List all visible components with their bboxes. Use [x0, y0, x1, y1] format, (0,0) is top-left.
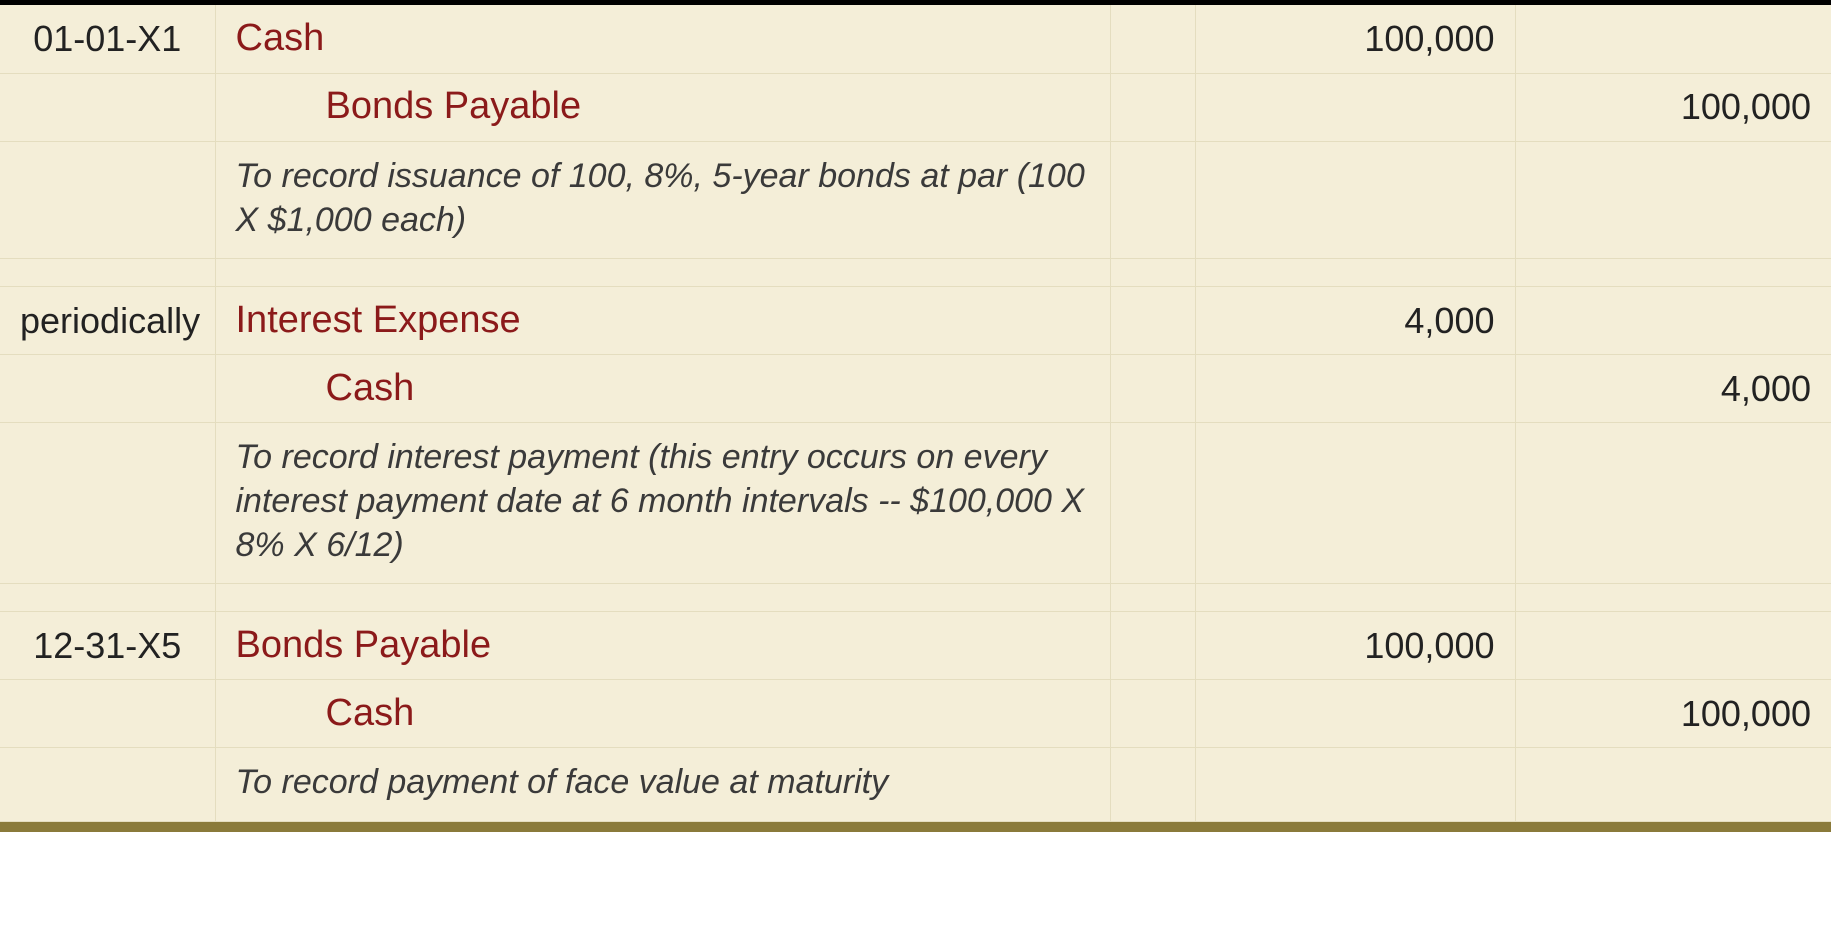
spacer-cell	[0, 584, 215, 612]
entry-date	[0, 680, 215, 748]
spacer-cell	[1110, 286, 1195, 354]
spacer-cell	[1110, 584, 1195, 612]
debit-amount	[1195, 354, 1515, 422]
credit-amount: 100,000	[1515, 73, 1831, 141]
spacer-cell	[215, 584, 1110, 612]
spacer-cell	[1195, 584, 1515, 612]
credit-account: Bonds Payable	[215, 73, 1110, 141]
credit-account: Cash	[215, 680, 1110, 748]
entry-date	[0, 141, 215, 258]
spacer-cell	[215, 258, 1110, 286]
debit-amount: 100,000	[1195, 612, 1515, 680]
debit-amount: 100,000	[1195, 5, 1515, 73]
entry-date: periodically	[0, 286, 215, 354]
entry-date	[0, 354, 215, 422]
debit-account: Bonds Payable	[215, 612, 1110, 680]
credit-amount	[1515, 612, 1831, 680]
debit-account: Cash	[215, 5, 1110, 73]
entry-memo: To record issuance of 100, 8%, 5-year bo…	[215, 141, 1110, 258]
journal-entry-table: 01-01-X1 Cash 100,000 Bonds Payable 100,…	[0, 0, 1831, 832]
credit-account: Cash	[215, 354, 1110, 422]
entry-date	[0, 422, 215, 584]
debit-amount: 4,000	[1195, 286, 1515, 354]
credit-amount: 100,000	[1515, 680, 1831, 748]
credit-amount	[1515, 748, 1831, 821]
entry-memo: To record interest payment (this entry o…	[215, 422, 1110, 584]
spacer-cell	[1110, 612, 1195, 680]
table-row: Cash 4,000	[0, 354, 1831, 422]
debit-amount	[1195, 141, 1515, 258]
table-row: To record payment of face value at matur…	[0, 748, 1831, 821]
table-row: Bonds Payable 100,000	[0, 73, 1831, 141]
spacer-cell	[1515, 584, 1831, 612]
debit-amount	[1195, 748, 1515, 821]
spacer-cell	[1110, 73, 1195, 141]
table-row	[0, 258, 1831, 286]
table-row: Cash 100,000	[0, 680, 1831, 748]
table-row: To record issuance of 100, 8%, 5-year bo…	[0, 141, 1831, 258]
credit-amount: 4,000	[1515, 354, 1831, 422]
credit-amount	[1515, 141, 1831, 258]
entry-date	[0, 748, 215, 821]
spacer-cell	[1110, 258, 1195, 286]
debit-amount	[1195, 422, 1515, 584]
table-row: 01-01-X1 Cash 100,000	[0, 5, 1831, 73]
debit-amount	[1195, 73, 1515, 141]
entry-memo: To record payment of face value at matur…	[215, 748, 1110, 821]
credit-amount	[1515, 5, 1831, 73]
spacer-cell	[1110, 680, 1195, 748]
spacer-cell	[1110, 354, 1195, 422]
spacer-cell	[1515, 258, 1831, 286]
table-row: To record interest payment (this entry o…	[0, 422, 1831, 584]
debit-account: Interest Expense	[215, 286, 1110, 354]
spacer-cell	[1110, 422, 1195, 584]
spacer-cell	[0, 258, 215, 286]
table-row: 12-31-X5 Bonds Payable 100,000	[0, 612, 1831, 680]
debit-amount	[1195, 680, 1515, 748]
entry-date	[0, 73, 215, 141]
credit-amount	[1515, 286, 1831, 354]
spacer-cell	[1195, 258, 1515, 286]
journal-table: 01-01-X1 Cash 100,000 Bonds Payable 100,…	[0, 5, 1831, 822]
spacer-cell	[1110, 141, 1195, 258]
spacer-cell	[1110, 748, 1195, 821]
entry-date: 01-01-X1	[0, 5, 215, 73]
table-row	[0, 584, 1831, 612]
entry-date: 12-31-X5	[0, 612, 215, 680]
credit-amount	[1515, 422, 1831, 584]
spacer-cell	[1110, 5, 1195, 73]
table-row: periodically Interest Expense 4,000	[0, 286, 1831, 354]
